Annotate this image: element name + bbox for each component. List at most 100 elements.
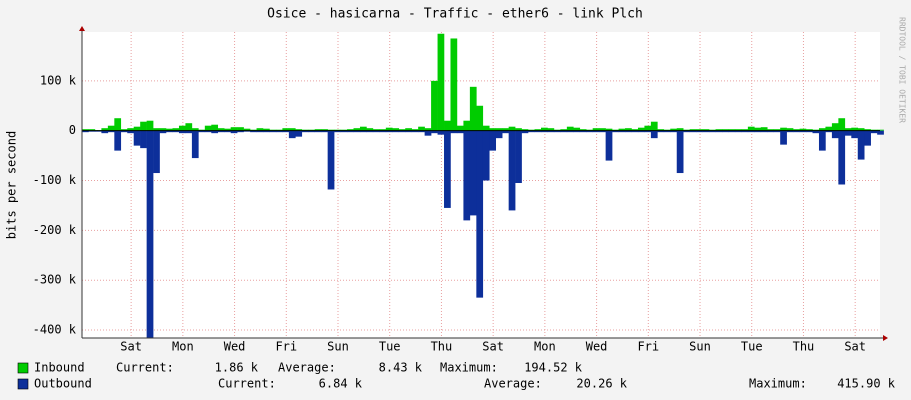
bar [250,130,257,133]
bar [508,126,516,131]
bar [211,130,219,134]
bar [379,130,387,133]
bar [618,128,626,131]
bar [592,128,600,131]
bar [456,125,464,131]
bar [146,130,154,338]
bar [631,129,639,131]
bar [715,129,723,131]
bar [275,130,283,133]
bar [204,130,212,133]
legend-stat-label: Maximum: [749,377,807,391]
bar [844,130,852,136]
bar [793,129,800,131]
bar [321,129,328,131]
bar [760,130,768,133]
bar [230,130,238,134]
bar [133,126,141,131]
bar [547,130,555,133]
legend-swatch [17,362,29,374]
bar [178,125,186,131]
bar [670,130,678,133]
bar [243,128,251,131]
bar [709,130,716,133]
y-tick-label: -100 k [33,173,77,187]
bar [573,127,581,131]
bar [754,130,762,133]
bar [676,130,684,174]
bar [101,128,109,131]
bar [696,129,703,131]
bar [857,128,865,131]
bar [851,130,859,139]
bar [353,128,361,131]
bar [864,129,871,131]
bar [683,130,690,133]
bar [476,105,484,131]
bar [689,130,697,133]
bar [107,125,115,131]
bar [618,130,626,133]
bar [444,130,451,208]
axis-arrow [883,335,888,341]
bar [321,130,328,133]
bar [747,130,755,133]
bar [217,128,225,131]
bar [786,130,794,133]
bar [153,130,160,174]
bar [521,129,529,131]
bar [469,86,477,131]
bar [786,128,794,131]
bar [754,127,762,131]
bar [540,127,548,131]
bar [489,130,497,151]
bar [230,127,238,131]
bar [515,130,522,184]
y-tick-label: -300 k [33,273,77,287]
bar [741,130,749,133]
bar [385,127,393,131]
bar [612,130,619,133]
bar [263,128,270,131]
bar [644,125,652,131]
bar [450,130,458,134]
bar [198,130,206,133]
bar [806,129,813,131]
bar [528,130,535,133]
bar [127,128,134,131]
bar [812,130,820,134]
bar [256,128,264,131]
axis-arrow [79,26,85,31]
bar [553,130,561,133]
bar [444,120,451,131]
x-tick-label: Wed [224,340,246,354]
bar [734,129,742,131]
bar [767,129,774,131]
bar [372,130,380,133]
bar [864,130,871,146]
bar [870,130,878,134]
bar [159,128,167,131]
bar [372,129,380,131]
x-tick-label: Tue [379,340,401,354]
bar [825,130,833,133]
bar [431,80,438,131]
bar [844,128,852,131]
bar [728,130,736,133]
bar [450,38,458,131]
legend-stat-label: Maximum: [440,361,498,375]
bar [773,130,781,133]
bar [301,130,309,133]
bar [825,126,833,131]
bar [547,128,555,131]
bar [334,130,341,133]
bar [722,130,729,133]
bar [592,130,600,133]
bar [560,129,568,131]
bar [799,128,807,131]
bar [625,130,632,133]
bar [191,130,199,159]
bar [308,130,315,133]
bar [605,128,613,131]
bar [534,130,542,133]
